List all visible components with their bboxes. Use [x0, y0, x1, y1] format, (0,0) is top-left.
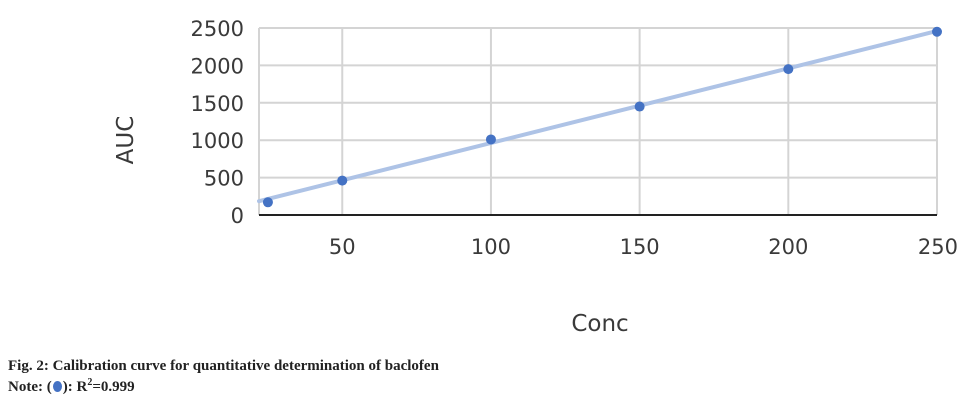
series-marker-icon: [52, 381, 62, 392]
data-point: [932, 26, 942, 37]
x-axis-title: Conc: [571, 311, 628, 337]
y-tick-label: 1500: [191, 92, 244, 116]
y-tick-labels: 0 500 1000 1500 2000 2500: [191, 17, 244, 228]
y-tick-label: 0: [231, 204, 244, 228]
trendline-layer: [257, 28, 939, 204]
figure-note: Note: ( ): R2=0.999: [8, 377, 135, 396]
data-point: [485, 134, 496, 145]
y-tick-label: 2500: [191, 17, 244, 41]
x-tick-label: 50: [329, 235, 356, 259]
y-axis-title: AUC: [113, 116, 139, 165]
data-point: [337, 175, 348, 186]
x-tick-label: 100: [471, 235, 511, 259]
data-point: [262, 197, 273, 208]
data-point: [783, 64, 794, 75]
note-prefix: Note: (: [8, 379, 52, 395]
x-tick-label: 250: [918, 235, 958, 259]
x-tick-labels: 50 100 150 200 250: [329, 235, 958, 259]
note-mid: ): R: [62, 379, 88, 395]
figure-caption: Fig. 2: Calibration curve for quantitati…: [8, 358, 439, 374]
gridlines: [258, 27, 938, 215]
data-points: [262, 26, 942, 208]
y-tick-label: 1000: [191, 129, 244, 153]
data-point: [634, 101, 645, 112]
trendline: [257, 28, 939, 204]
x-tick-label: 200: [768, 235, 808, 259]
y-tick-label: 2000: [191, 54, 244, 78]
note-superscript: 2: [87, 377, 93, 388]
y-tick-label: 500: [204, 167, 244, 191]
note-suffix: =0.999: [92, 379, 135, 395]
x-tick-label: 150: [620, 235, 660, 259]
